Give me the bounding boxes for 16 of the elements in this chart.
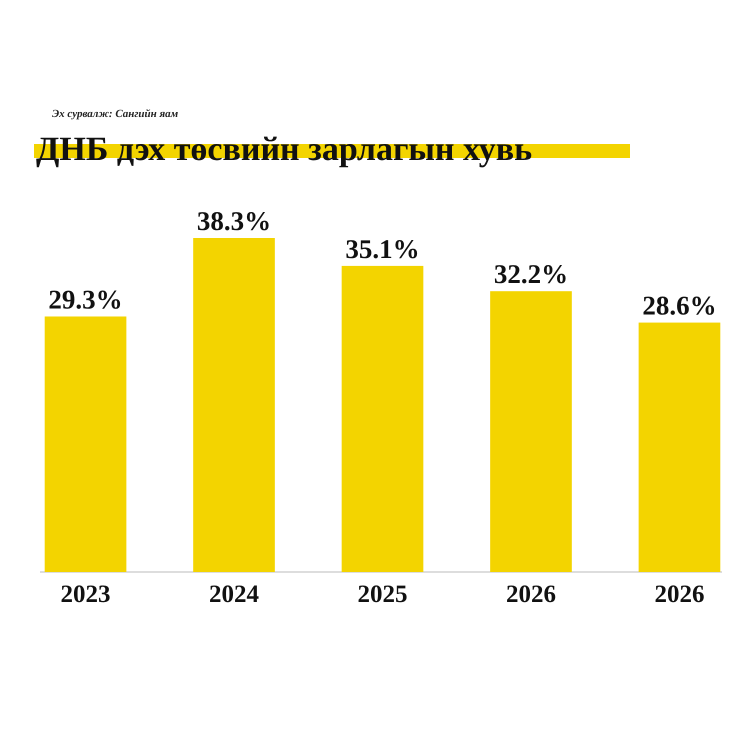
bar (342, 266, 424, 572)
bar (44, 316, 126, 572)
text: Эх сурвалж: Сангийн яам (52, 108, 179, 120)
x-tick-label: 2023 (60, 581, 111, 608)
data-label: 38.3% (196, 206, 272, 236)
x-tick-label: 2026 (506, 581, 556, 608)
data-label: 29.3% (48, 284, 123, 314)
x-tick-label: 2025 (358, 581, 408, 608)
bar (490, 291, 572, 572)
data-label: 32.2% (494, 259, 568, 290)
x-tick-label: 2026 (654, 581, 704, 608)
x-tick-label: 2024 (209, 581, 260, 608)
bar (638, 322, 720, 572)
data-label: 28.6% (642, 290, 717, 321)
data-label: 35.1% (345, 234, 420, 264)
bar (193, 238, 275, 572)
